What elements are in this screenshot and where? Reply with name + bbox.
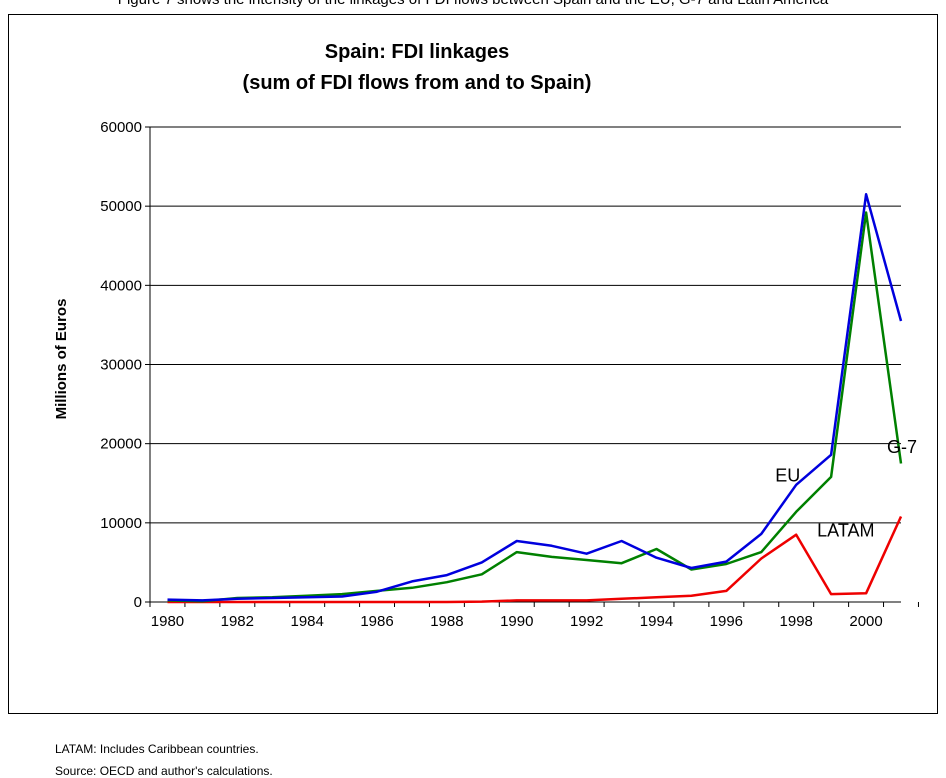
chart-subtitle: (sum of FDI flows from and to Spain) xyxy=(243,72,592,94)
y-tick-label: 20000 xyxy=(100,436,142,453)
x-tick-label: 1980 xyxy=(151,613,184,630)
y-tick-label: 0 xyxy=(134,594,142,611)
x-tick-label: 1992 xyxy=(570,613,603,630)
x-tick-label: 1998 xyxy=(780,613,813,630)
source-note: Source: OECD and author's calculations. xyxy=(55,764,273,778)
latam-note: LATAM: Includes Caribbean countries. xyxy=(55,742,259,756)
x-tick-label: 1994 xyxy=(640,613,673,630)
y-tick-label: 60000 xyxy=(100,119,142,136)
y-axis-label: Millions of Euros xyxy=(53,299,70,420)
x-tick-label: 1982 xyxy=(221,613,254,630)
chart-frame: Spain: FDI linkages (sum of FDI flows fr… xyxy=(8,14,938,778)
y-tick-label: 30000 xyxy=(100,357,142,374)
x-tick-label: 1986 xyxy=(360,613,393,630)
chart-title: Spain: FDI linkages xyxy=(325,41,509,63)
top-caption: Figure 7 shows the intensity of the link… xyxy=(0,0,946,8)
series-label-eu: EU xyxy=(775,466,800,486)
x-tick-label: 1990 xyxy=(500,613,533,630)
series-line-latam xyxy=(167,515,903,604)
series-label-g7: G-7 xyxy=(887,437,917,457)
fdi-line-chart: Spain: FDI linkages (sum of FDI flows fr… xyxy=(53,41,919,630)
x-tick-label: 1996 xyxy=(710,613,743,630)
x-tick-label: 1984 xyxy=(290,613,323,630)
series-line-eu xyxy=(167,193,903,602)
series-label-latam: LATAM xyxy=(817,520,874,540)
y-tick-label: 40000 xyxy=(100,277,142,294)
x-tick-label: 2000 xyxy=(849,613,882,630)
y-tick-label: 50000 xyxy=(100,198,142,215)
x-tick-label: 1988 xyxy=(430,613,463,630)
y-tick-label: 10000 xyxy=(100,515,142,532)
